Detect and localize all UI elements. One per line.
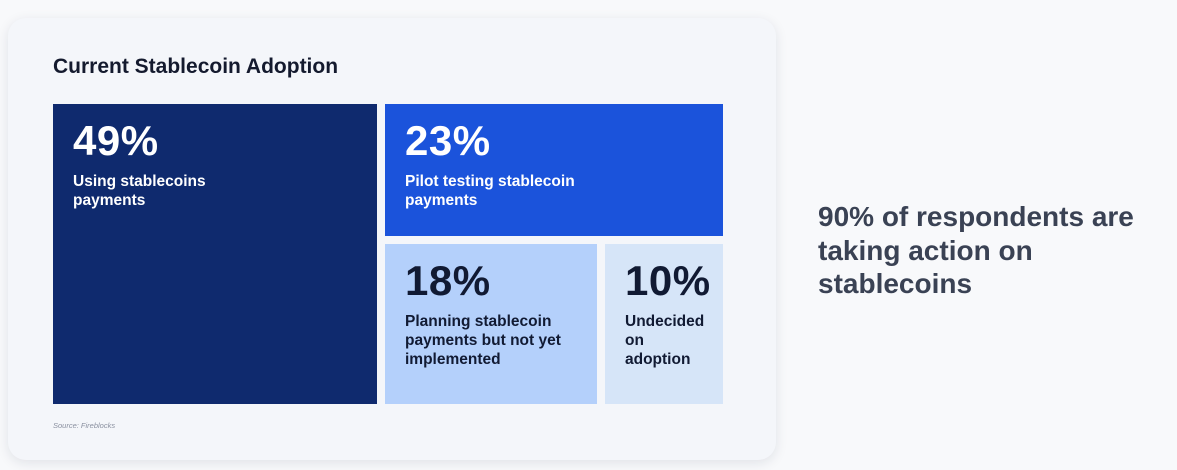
tile-label: Pilot testing stablecoin payments (405, 173, 575, 209)
treemap-tile: 49% Using stablecoins payments (53, 104, 377, 404)
callout-text: 90% of respondents are taking action on … (818, 201, 1134, 300)
treemap: 49% Using stablecoins payments 23% Pilot te… (53, 104, 723, 404)
source-note: Source: Fireblocks (53, 421, 116, 430)
tile-value: 18% (405, 257, 491, 304)
tile-label: Undecided on adoption (625, 313, 705, 368)
tile-label: Planning stablecoin payments but not yet… (405, 313, 561, 368)
tile-value: 23% (405, 117, 491, 164)
treemap-tile: 23% Pilot testing stablecoin payments (385, 104, 723, 236)
chart-title: Current Stablecoin Adoption (53, 55, 339, 78)
treemap-tile: 10% Undecided on adoption (605, 244, 723, 404)
chart-card: Current Stablecoin Adoption 49% Using sta… (8, 18, 776, 460)
tile-value: 49% (73, 117, 159, 164)
tile-value: 10% (625, 257, 711, 304)
treemap-tile: 18% Planning stablecoin payments but not … (385, 244, 597, 404)
tile-label: Using stablecoins payments (73, 173, 206, 209)
